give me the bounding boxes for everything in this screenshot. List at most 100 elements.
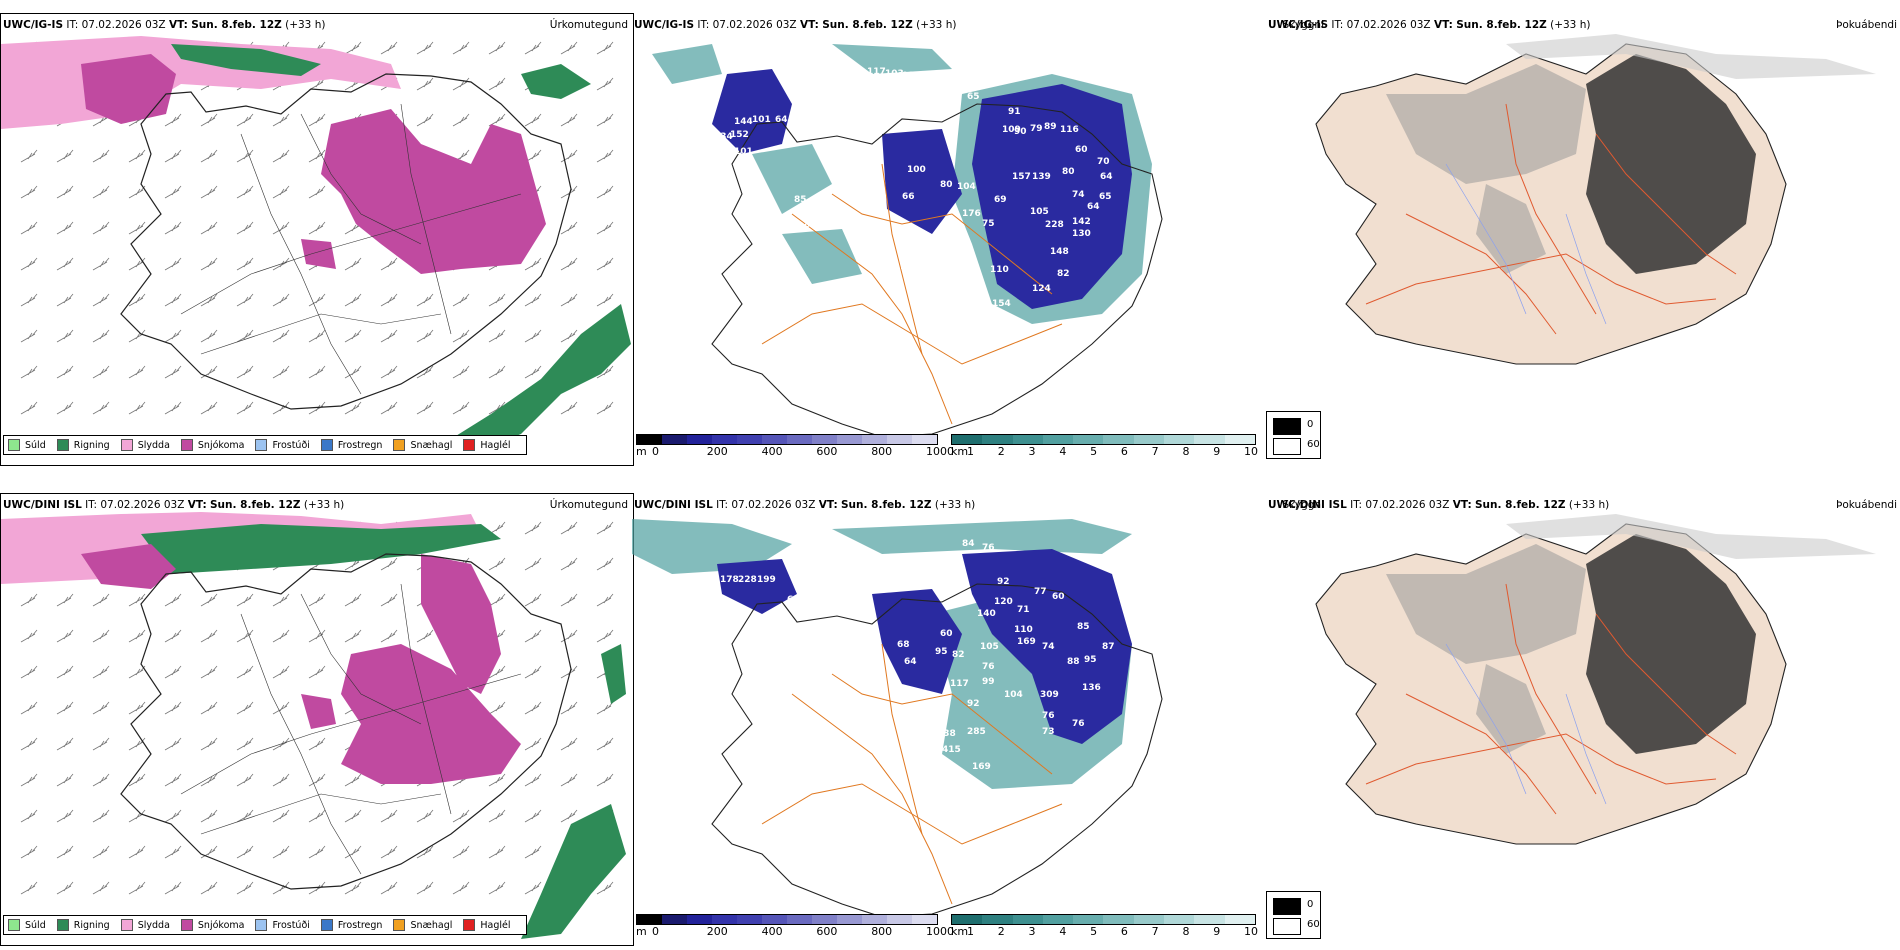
wind-barb — [596, 257, 614, 271]
wind-barb — [416, 329, 434, 343]
wind-barb — [164, 257, 182, 271]
wind-barb — [488, 329, 506, 343]
roads — [761, 643, 1063, 905]
wind-barb — [344, 629, 362, 643]
wind-barb — [596, 41, 614, 55]
wind-barb — [308, 365, 326, 379]
wind-barb — [92, 401, 110, 415]
colorbar-tick: 2 — [997, 445, 1005, 458]
wind-barb — [164, 593, 182, 607]
colorbar-cell — [952, 915, 983, 924]
colorbar-tick: 10 — [1244, 445, 1258, 458]
wind-barb — [488, 773, 506, 787]
snow-depth-label: 80 — [1062, 167, 1075, 177]
fog-indicator-map-bottom: UWC/DINI ISL IT: 07.02.2026 03Z VT: Sun.… — [1266, 494, 1900, 944]
legend-label: Frostúði — [272, 919, 310, 931]
wind-barb — [524, 665, 542, 679]
legend-label: Snjókoma — [197, 919, 245, 931]
snow-depth-label: 144 — [734, 117, 753, 127]
wind-barb — [596, 773, 614, 787]
wind-barb — [416, 845, 434, 859]
snow-depth-label: 117 — [950, 679, 969, 689]
snow-depth-label: 80 — [940, 180, 953, 190]
wind-barb — [236, 737, 254, 751]
legend-item: Rigning — [56, 919, 110, 931]
wind-barb — [236, 293, 254, 307]
panel-header: UWC/IG-IS IT: 07.02.2026 03Z VT: Sun. 8.… — [634, 19, 957, 31]
colorbar-tick: 600 — [816, 925, 838, 938]
wind-barb — [272, 149, 290, 163]
snow-depth-label: 74 — [1042, 642, 1055, 652]
wind-barb — [308, 809, 326, 823]
wind-barb — [164, 881, 182, 895]
colorbar-tick: 200 — [706, 445, 728, 458]
snow-depth-label: 169 — [972, 762, 991, 772]
colorbar-cell — [1012, 915, 1043, 924]
snow-depth-label: 228 — [738, 575, 757, 585]
colorbar-tick: 5 — [1090, 925, 1098, 938]
precip-type-map-top: UWC/IG-IS IT: 07.02.2026 03Z VT: Sun. 8.… — [1, 14, 631, 463]
snow-depth-label: 105 — [1030, 207, 1049, 217]
wind-barb — [560, 257, 578, 271]
legend-item: Súld — [8, 439, 46, 451]
wind-barb — [92, 293, 110, 307]
snow-depth-label: 85 — [804, 220, 817, 230]
colorbar-cell — [812, 435, 837, 444]
wind-barb — [200, 221, 218, 235]
colorbar-cell — [637, 435, 662, 444]
wind-barb — [128, 773, 146, 787]
colorbar-cell — [762, 435, 787, 444]
wind-barb — [524, 701, 542, 715]
snow-depth-area — [717, 549, 1132, 744]
legend-swatch — [255, 439, 268, 451]
wind-barb — [272, 809, 290, 823]
panel-header: UWC/DINI ISL IT: 07.02.2026 03Z VT: Sun.… — [1268, 499, 1610, 511]
snow-depth-label: 152 — [730, 130, 749, 140]
wind-barb — [596, 557, 614, 571]
wind-barb — [308, 185, 326, 199]
snow-depth-label: 104 — [957, 269, 976, 279]
wind-barb — [20, 257, 38, 271]
wind-barb — [344, 365, 362, 379]
wind-barb — [236, 185, 254, 199]
colorbar-cell — [912, 915, 937, 924]
wind-barb — [560, 773, 578, 787]
colorbar-cell — [982, 435, 1013, 444]
wind-barb — [236, 593, 254, 607]
wind-barb — [488, 845, 506, 859]
wind-barb — [56, 665, 74, 679]
fog-light — [1386, 544, 1586, 754]
panel-title: Skyggni — [1282, 499, 1325, 511]
wind-barb — [488, 365, 506, 379]
legend-label: Súld — [25, 919, 46, 931]
iceland-outline — [120, 553, 572, 890]
wind-barb — [452, 401, 470, 415]
wind-barb — [56, 185, 74, 199]
snow-depth-label: 130 — [1072, 229, 1091, 239]
snow-depth-label: 60 — [1052, 592, 1065, 602]
legend-swatch — [180, 919, 193, 931]
wind-barb — [272, 773, 290, 787]
wind-barb — [56, 257, 74, 271]
visibility-colorbar — [951, 434, 1256, 445]
snow-depth-labels: 84 76 140 132 143 178 228 199 92 77 60 63 120 71 140 85… — [720, 539, 1115, 772]
wind-barb — [20, 293, 38, 307]
colorbar-cell — [837, 435, 862, 444]
wind-barb — [596, 881, 614, 895]
wind-barb — [308, 629, 326, 643]
legend-item: Frostregn — [320, 919, 382, 931]
snow-depth-label: 69 — [994, 195, 1007, 205]
snow-depth-label: 101 — [752, 115, 771, 125]
legend-item: Snæhagl — [393, 439, 452, 451]
wind-barb — [596, 629, 614, 643]
snow-depth-label: 309 — [1040, 690, 1059, 700]
wind-barb — [128, 257, 146, 271]
wind-barb — [20, 185, 38, 199]
colorbar-cell — [1164, 435, 1195, 444]
wind-barb — [128, 329, 146, 343]
colorbar-unit: km — [951, 925, 969, 938]
wind-barb — [416, 41, 434, 55]
wind-barb — [380, 593, 398, 607]
wind-barb — [596, 365, 614, 379]
wind-barb — [200, 113, 218, 127]
